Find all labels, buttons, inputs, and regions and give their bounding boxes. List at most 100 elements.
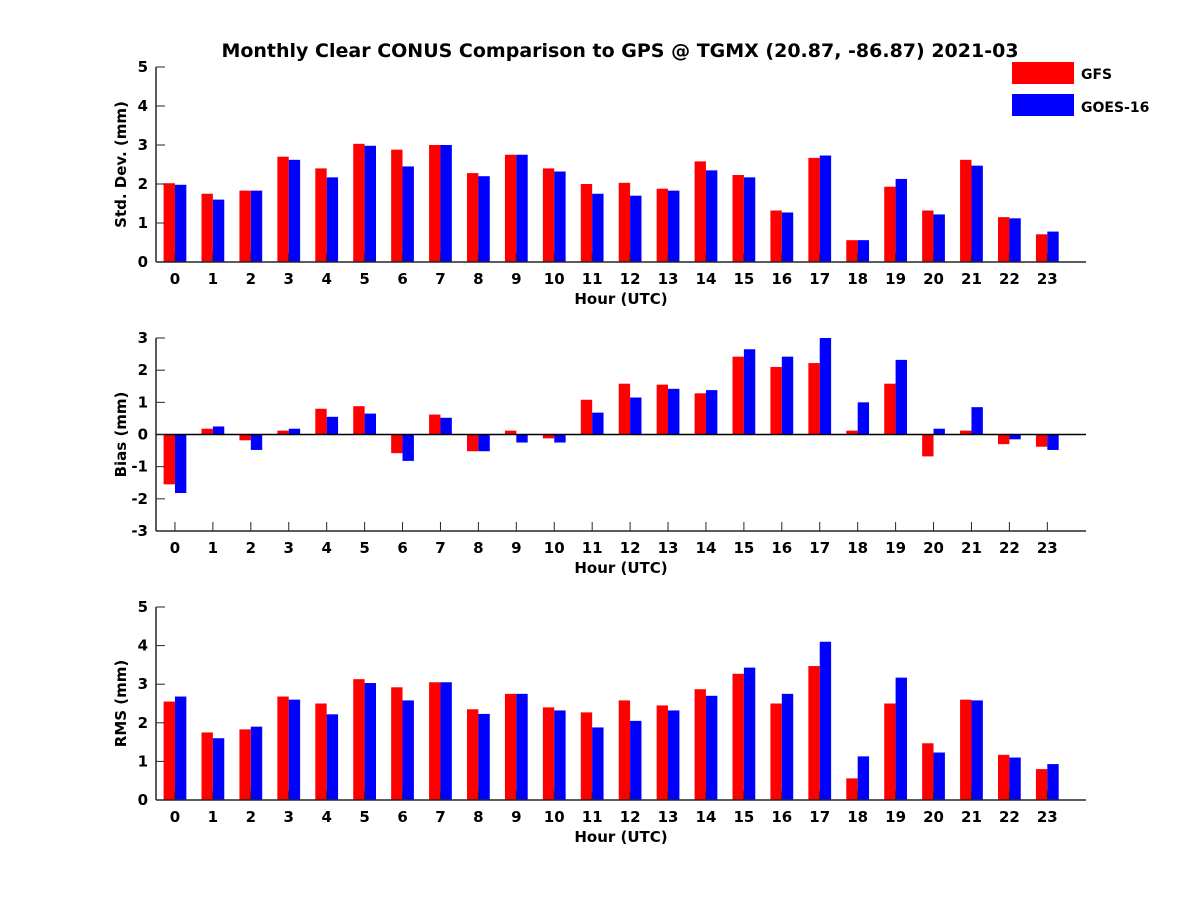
x-axis-label: Hour (UTC)	[574, 290, 667, 308]
bar-goes-16-hour-23	[1047, 764, 1059, 800]
bar-gfs-hour-7	[429, 145, 441, 262]
x-tick-label: 3	[284, 539, 294, 557]
bar-gfs-hour-20	[922, 434, 934, 457]
bar-goes-16-hour-0	[174, 184, 187, 262]
bar-goes-16-hour-17	[819, 338, 832, 435]
bar-goes-16-hour-11	[592, 727, 604, 800]
x-tick-label: 6	[397, 270, 407, 288]
x-tick-label: 3	[284, 270, 294, 288]
bar-goes-16-hour-22	[1009, 757, 1021, 800]
bar-gfs-hour-5	[353, 679, 365, 800]
x-tick-label: 18	[847, 270, 868, 288]
bar-goes-16-hour-19	[895, 677, 907, 800]
x-tick-label: 16	[771, 270, 792, 288]
bar-goes-16-hour-22	[1009, 434, 1021, 440]
bar-gfs-hour-12	[618, 700, 631, 800]
legend-label-gfs: GFS	[1081, 67, 1112, 83]
x-tick-label: 5	[359, 808, 369, 826]
y-axis-label: RMS (mm)	[112, 660, 130, 747]
y-tick-label: -1	[131, 458, 148, 476]
bar-goes-16-hour-4	[326, 416, 339, 435]
bar-gfs-hour-8	[467, 173, 479, 262]
bar-goes-16-hour-17	[819, 155, 832, 262]
x-tick-label: 21	[961, 539, 982, 557]
bar-gfs-hour-0	[163, 183, 175, 262]
x-tick-label: 9	[511, 270, 521, 288]
y-axis-label: Std. Dev. (mm)	[112, 101, 130, 228]
x-tick-label: 18	[847, 539, 868, 557]
bar-goes-16-hour-2	[250, 726, 263, 800]
bar-gfs-hour-23	[1035, 234, 1048, 262]
x-axis-label: Hour (UTC)	[574, 828, 667, 846]
legend-swatch-goes-16	[1012, 94, 1074, 116]
x-tick-label: 12	[620, 539, 641, 557]
bar-goes-16-hour-1	[212, 199, 225, 262]
bar-goes-16-hour-2	[250, 190, 263, 262]
x-tick-label: 22	[999, 808, 1020, 826]
bar-gfs-hour-2	[239, 729, 251, 800]
x-tick-label: 23	[1037, 270, 1058, 288]
bar-gfs-hour-22	[998, 217, 1010, 262]
x-tick-label: 10	[544, 808, 565, 826]
x-tick-label: 6	[397, 539, 407, 557]
bar-goes-16-hour-12	[630, 397, 642, 435]
bar-gfs-hour-18	[846, 240, 858, 262]
bar-gfs-hour-21	[960, 430, 972, 435]
bar-gfs-hour-6	[391, 149, 403, 262]
bar-gfs-hour-21	[960, 699, 972, 800]
x-tick-label: 8	[473, 270, 483, 288]
bar-gfs-hour-11	[580, 399, 593, 435]
bar-gfs-hour-6	[391, 434, 403, 454]
bar-goes-16-hour-10	[554, 171, 566, 262]
x-tick-label: 11	[582, 808, 603, 826]
bar-gfs-hour-14	[694, 161, 706, 262]
bar-gfs-hour-15	[732, 673, 744, 800]
bar-gfs-hour-0	[163, 701, 175, 800]
bar-gfs-hour-19	[884, 703, 896, 800]
x-tick-label: 8	[473, 539, 483, 557]
x-tick-label: 7	[435, 539, 445, 557]
x-tick-label: 22	[999, 539, 1020, 557]
bar-gfs-hour-21	[960, 159, 972, 262]
y-tick-label: 1	[138, 393, 148, 411]
bar-gfs-hour-4	[315, 168, 327, 262]
x-tick-label: 6	[397, 808, 407, 826]
y-tick-label: 2	[138, 714, 148, 732]
x-tick-label: 10	[544, 270, 565, 288]
x-tick-label: 3	[284, 808, 294, 826]
bar-goes-16-hour-11	[592, 193, 604, 262]
bar-goes-16-hour-1	[212, 738, 225, 800]
y-tick-label: 2	[138, 175, 148, 193]
bar-gfs-hour-10	[542, 168, 555, 262]
x-tick-label: 12	[620, 270, 641, 288]
bar-gfs-hour-9	[504, 693, 517, 800]
bar-gfs-hour-3	[277, 696, 289, 800]
bar-goes-16-hour-9	[516, 434, 528, 443]
x-tick-label: 14	[696, 808, 717, 826]
x-tick-label: 0	[170, 270, 180, 288]
x-tick-label: 0	[170, 539, 180, 557]
x-tick-label: 20	[923, 808, 944, 826]
bar-gfs-hour-19	[884, 383, 896, 435]
bar-goes-16-hour-10	[554, 710, 566, 800]
bar-goes-16-hour-2	[250, 434, 263, 450]
bar-goes-16-hour-8	[478, 434, 490, 452]
x-tick-label: 17	[809, 808, 830, 826]
bar-gfs-hour-18	[846, 778, 858, 800]
x-tick-label: 17	[809, 539, 830, 557]
y-tick-label: 0	[138, 791, 148, 809]
bar-gfs-hour-12	[618, 182, 631, 262]
x-tick-label: 4	[321, 270, 331, 288]
bar-gfs-hour-1	[201, 428, 213, 435]
x-tick-label: 12	[620, 808, 641, 826]
y-tick-label: -2	[131, 490, 148, 508]
bar-goes-16-hour-17	[819, 641, 832, 800]
bar-goes-16-hour-20	[933, 752, 945, 800]
bar-goes-16-hour-15	[743, 349, 756, 435]
bar-gfs-hour-2	[239, 190, 251, 262]
bar-goes-16-hour-18	[857, 402, 870, 435]
